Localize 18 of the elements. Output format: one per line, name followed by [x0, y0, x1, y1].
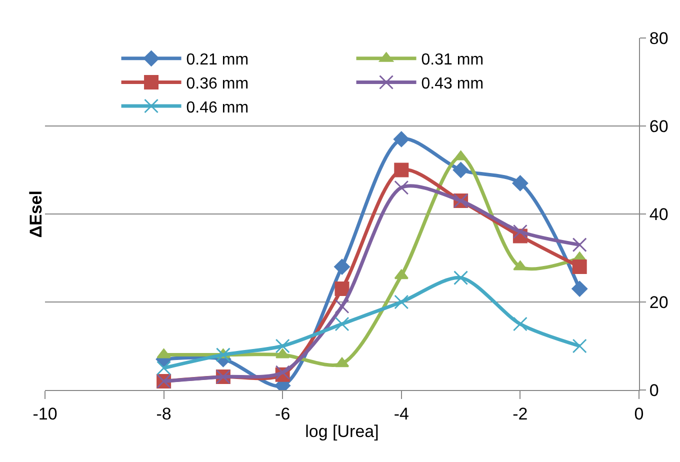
legend-label: 0.36 mm	[186, 75, 249, 92]
y-tick-label: 80	[649, 28, 668, 48]
x-tick-label: -6	[275, 404, 290, 424]
y-tick-label: 0	[649, 380, 659, 400]
y-tick-label: 60	[649, 116, 668, 136]
x-tick-label: 0	[634, 404, 644, 424]
x-tick-label: -8	[156, 404, 172, 424]
y-tick-label: 40	[649, 204, 668, 224]
y-tick-label: 20	[649, 292, 668, 312]
x-axis-title: log [Urea]	[305, 422, 379, 441]
x-tick-label: -10	[32, 404, 58, 424]
legend-label: 0.31 mm	[421, 52, 484, 69]
x-tick-label: -2	[512, 404, 528, 424]
legend-label: 0.46 mm	[186, 99, 249, 116]
legend-label: 0.43 mm	[421, 75, 484, 92]
x-tick-label: -4	[394, 404, 409, 424]
y-axis-title: ΔEsel	[26, 190, 46, 238]
legend-label: 0.21 mm	[186, 52, 249, 69]
